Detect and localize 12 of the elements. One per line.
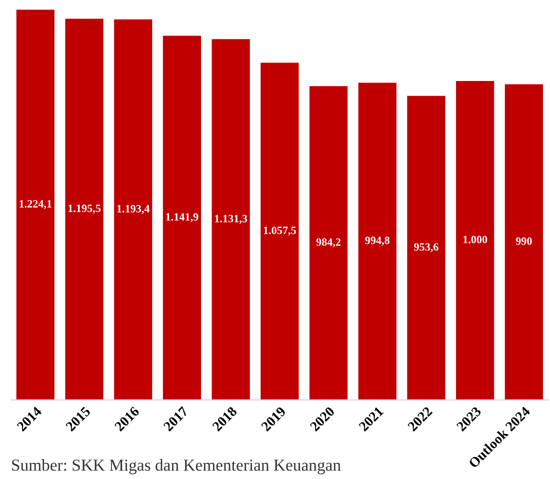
data-label: 984,2 bbox=[316, 238, 341, 248]
data-label: 1.057,5 bbox=[264, 226, 296, 236]
data-label: 953,6 bbox=[414, 243, 438, 252]
data-label: 1.193,4 bbox=[117, 204, 150, 214]
data-label: 1.000 bbox=[463, 236, 488, 244]
data-label: 1.224,1 bbox=[20, 200, 52, 210]
text: Sumber: SKK Migas dan Kementerian Keuangan bbox=[12, 459, 341, 474]
data-label: 1.195,5 bbox=[68, 204, 101, 214]
data-label: 1.131,3 bbox=[215, 214, 248, 224]
data-label: 994,8 bbox=[365, 236, 390, 246]
data-label: 990 bbox=[516, 237, 532, 245]
data-label: 1.141,9 bbox=[166, 213, 198, 222]
